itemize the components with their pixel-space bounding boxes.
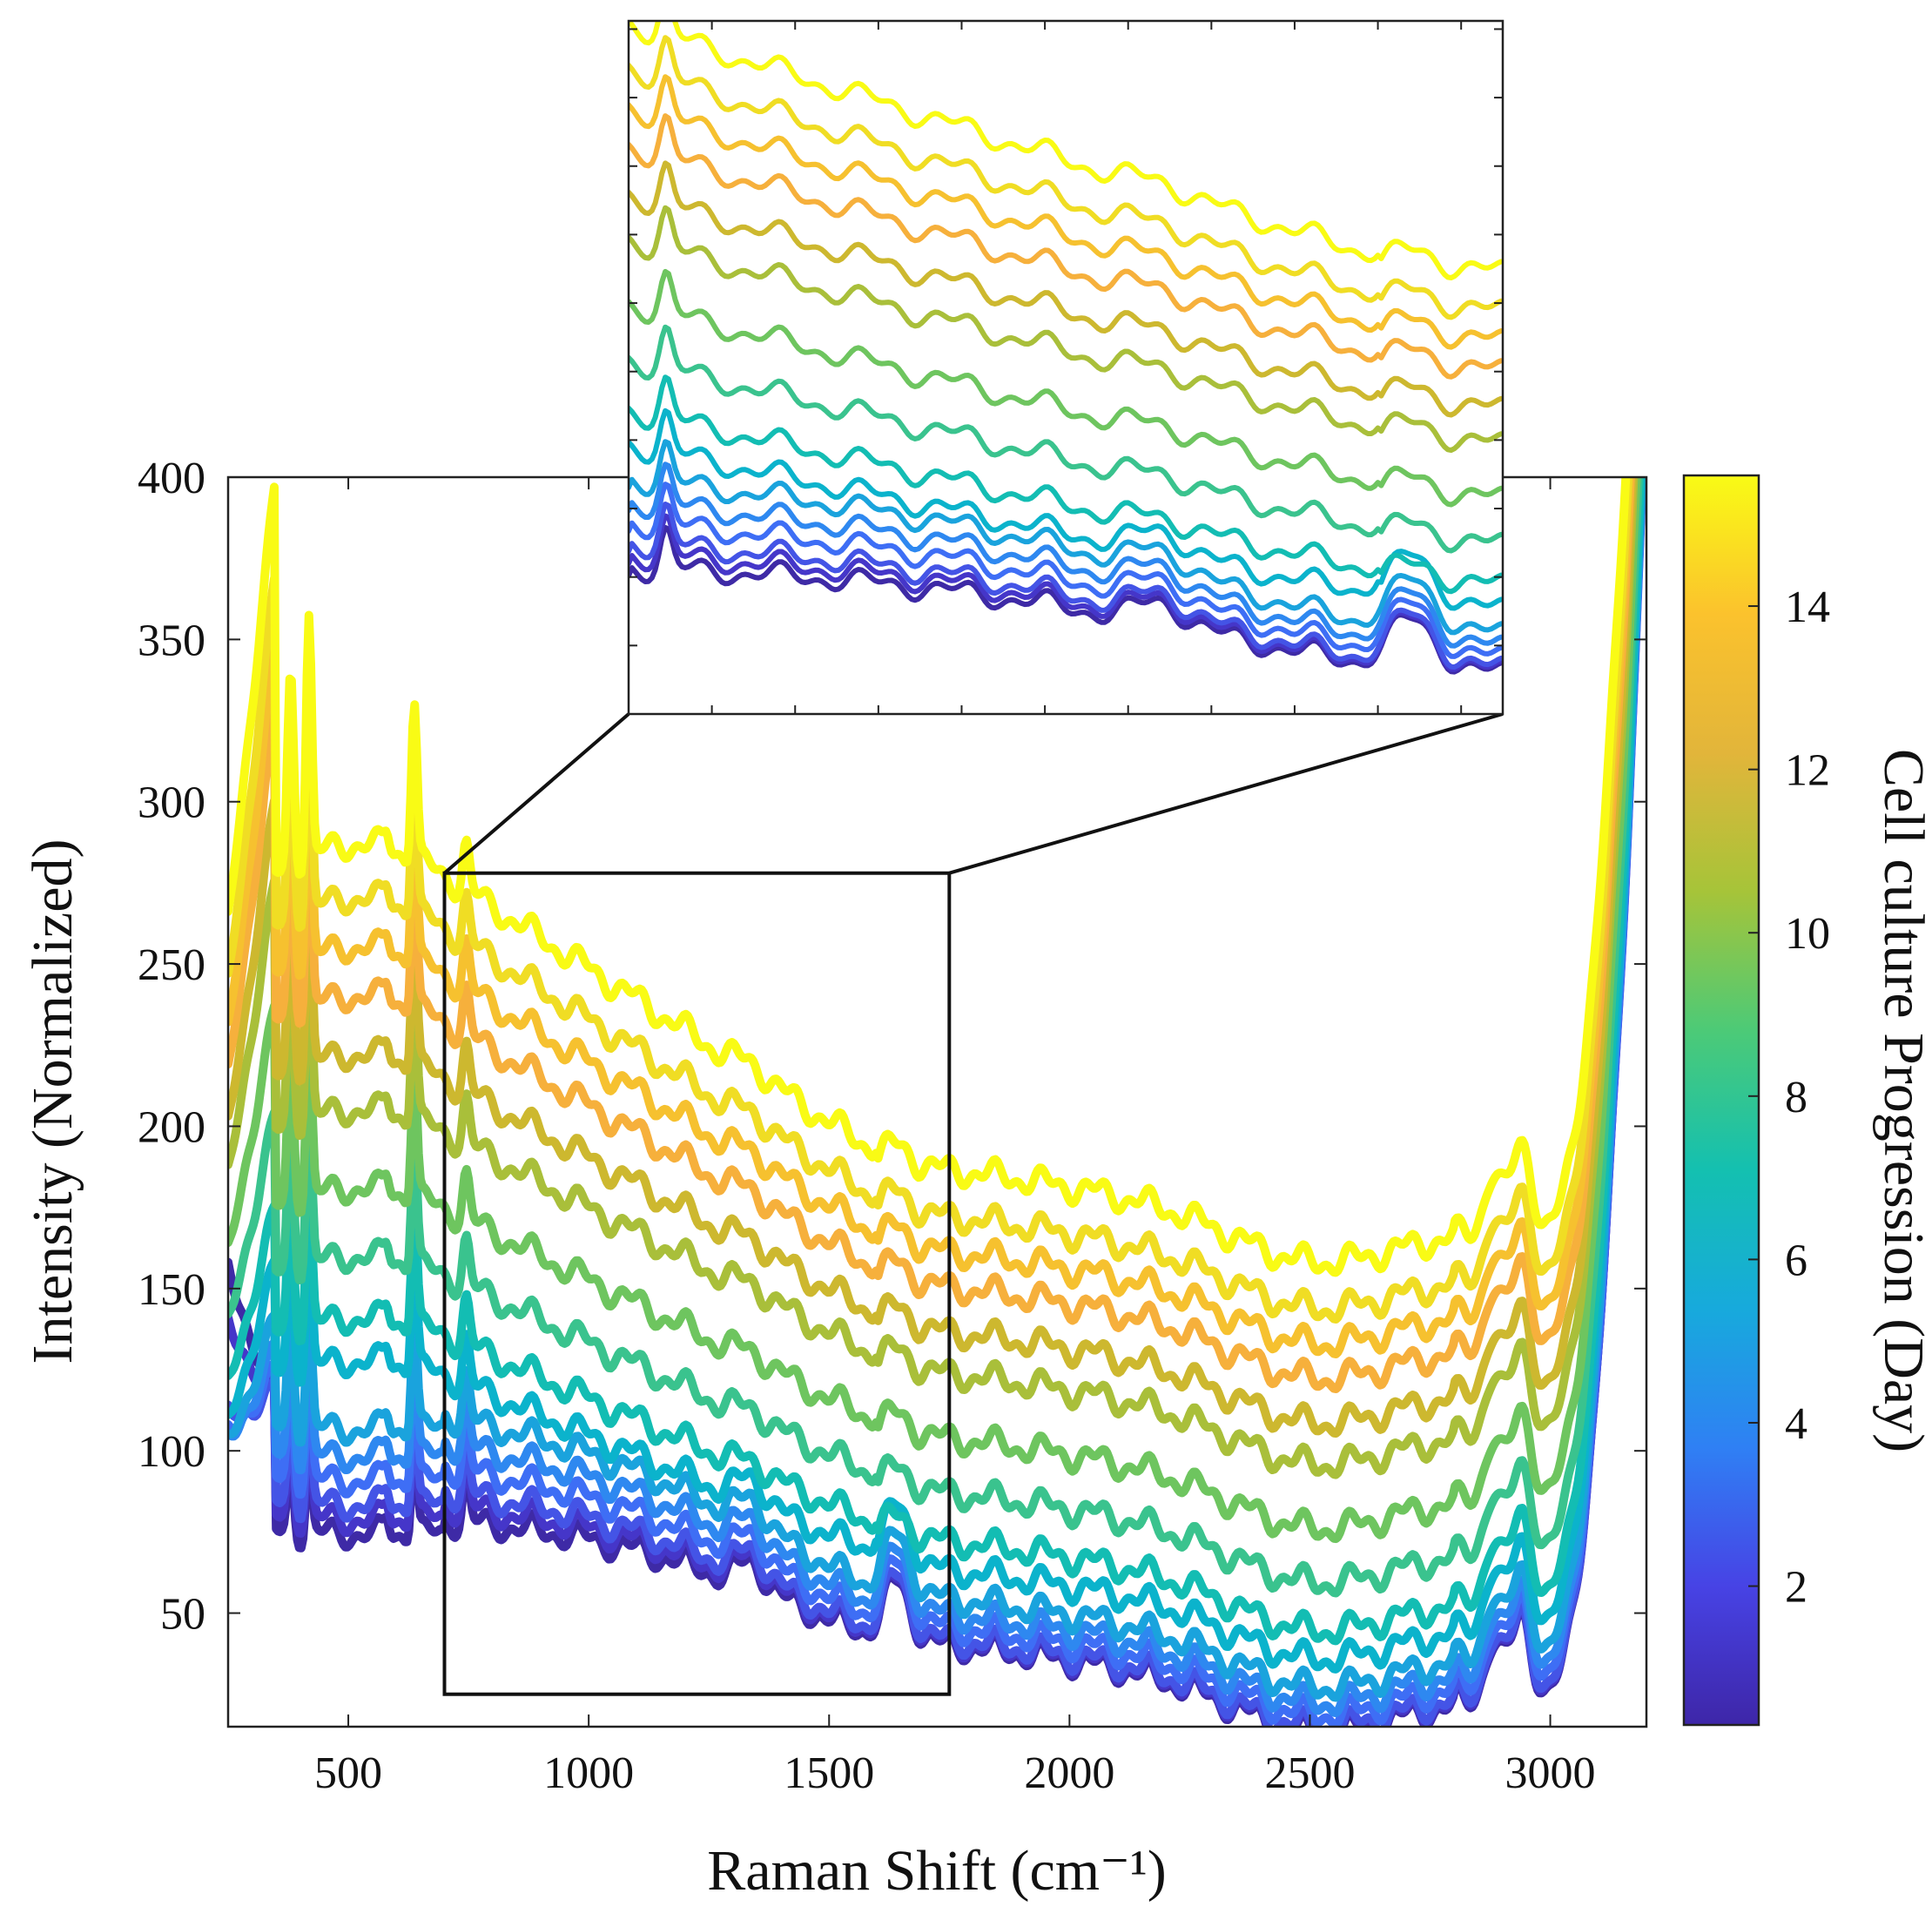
inset-spectrum-series-13 xyxy=(629,113,1503,380)
zoom-connector-left xyxy=(443,712,630,875)
y-tick-label: 100 xyxy=(138,1427,205,1477)
x-tick-label: 3000 xyxy=(1505,1748,1596,1798)
colorbar-tick-label: 14 xyxy=(1785,583,1830,632)
x-tick-label: 2000 xyxy=(1024,1748,1114,1798)
inset-plot-area xyxy=(627,19,1505,716)
colorbar-title: Cell culture Progression (Day) xyxy=(1872,749,1932,1452)
inset-spectrum-series-5 xyxy=(629,461,1503,649)
y-tick-label: 350 xyxy=(138,616,205,665)
x-tick-label: 500 xyxy=(314,1748,382,1798)
inset-spectrum-series-2 xyxy=(629,513,1503,672)
colorbar-tick-label: 12 xyxy=(1785,746,1830,796)
spectrum-series-7 xyxy=(228,477,1646,1674)
y-tick-label: 400 xyxy=(138,454,205,503)
x-tick-label: 1000 xyxy=(543,1748,634,1798)
spectra-series-group xyxy=(228,477,1646,1727)
x-axis-ticks: 500 1000 1500 2000 2500 3000 xyxy=(314,477,1596,1798)
inset-spectrum-series-15 xyxy=(629,35,1503,320)
x-axis-title: Raman Shift (cm⁻¹) xyxy=(707,1839,1167,1903)
y-tick-label: 150 xyxy=(138,1265,205,1315)
y-axis-title: Intensity (Normalized) xyxy=(21,839,84,1364)
inset-spectrum-series-16 xyxy=(629,21,1503,280)
inset-axes-frame xyxy=(627,19,1505,716)
inset-spectrum-series-9 xyxy=(629,324,1503,554)
inset-spectrum-series-1 xyxy=(629,524,1503,675)
inset-spectra-group xyxy=(629,21,1503,675)
colorbar: 2 4 6 8 10 12 14 xyxy=(1682,474,1830,1727)
colorbar-tick-label: 8 xyxy=(1785,1073,1807,1122)
inset-spectrum-series-3 xyxy=(629,502,1503,670)
y-tick-label: 300 xyxy=(138,778,205,828)
spectrum-series-8 xyxy=(228,477,1645,1646)
spectrum-series-16 xyxy=(228,477,1631,1277)
inset-spectrum-series-6 xyxy=(629,439,1503,636)
colorbar-ticks: 2 4 6 8 10 12 14 xyxy=(1748,583,1830,1613)
inset-spectrum-series-10 xyxy=(629,268,1503,508)
spectrum-series-15 xyxy=(228,477,1632,1324)
colorbar-tick-label: 4 xyxy=(1785,1399,1807,1449)
y-axis-ticks: 50 100 150 200 250 300 350 400 xyxy=(138,454,1646,1640)
spectrum-series-13 xyxy=(228,477,1635,1393)
colorbar-tick-label: 10 xyxy=(1785,909,1830,959)
inset-spectrum-series-14 xyxy=(629,74,1503,350)
inset-spectrum-series-8 xyxy=(629,374,1503,595)
y-tick-label: 200 xyxy=(138,1102,205,1152)
inset-spectrum-series-11 xyxy=(629,205,1503,453)
zoom-region-box xyxy=(442,871,952,1696)
spectrum-series-11 xyxy=(228,477,1639,1479)
inset-spectrum-series-12 xyxy=(629,160,1503,418)
inset-axis-ticks xyxy=(629,21,1503,714)
zoom-connector-right xyxy=(948,712,1504,875)
spectrum-series-14 xyxy=(228,477,1634,1358)
spectrum-series-9 xyxy=(228,477,1643,1598)
spectrum-series-12 xyxy=(228,477,1637,1438)
spectrum-series-10 xyxy=(228,477,1641,1544)
y-tick-label: 250 xyxy=(138,940,205,990)
y-tick-label: 50 xyxy=(160,1590,205,1640)
colorbar-tick-label: 6 xyxy=(1785,1236,1807,1285)
colorbar-tick-label: 2 xyxy=(1785,1563,1807,1613)
inset-spectrum-series-7 xyxy=(629,408,1503,611)
x-tick-label: 1500 xyxy=(784,1748,874,1798)
colorbar-gradient xyxy=(1682,474,1760,1727)
inset-spectrum-series-4 xyxy=(629,482,1503,659)
x-tick-label: 2500 xyxy=(1264,1748,1355,1798)
